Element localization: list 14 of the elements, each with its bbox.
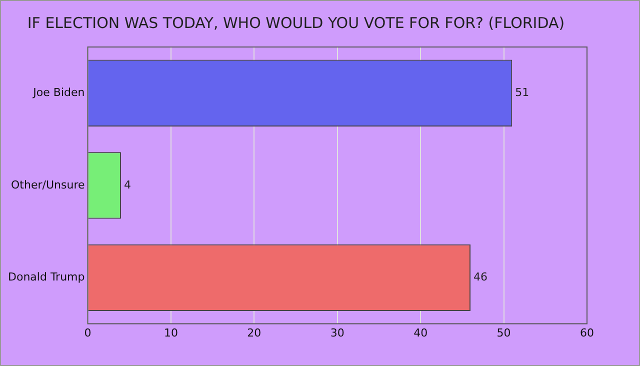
y-tick-label: Donald Trump: [8, 270, 85, 284]
data-label: 51: [515, 86, 530, 99]
x-tick-label: 10: [164, 326, 178, 340]
data-label: 46: [474, 270, 488, 284]
x-tick-label: 60: [580, 326, 594, 340]
chart-title: IF ELECTION WAS TODAY, WHO WOULD YOU VOTE FOR FOR? (FLORIDA): [27, 14, 565, 32]
x-tick-label: 30: [330, 326, 344, 340]
x-tick-label: 50: [496, 326, 511, 340]
y-tick-label: Other/Unsure: [11, 178, 85, 192]
x-tick-label: 40: [414, 326, 428, 340]
x-tick-label: 20: [247, 326, 262, 340]
x-tick-label: 0: [84, 326, 92, 340]
y-tick-label: Joe Biden: [32, 86, 85, 99]
data-label: 4: [124, 178, 132, 192]
